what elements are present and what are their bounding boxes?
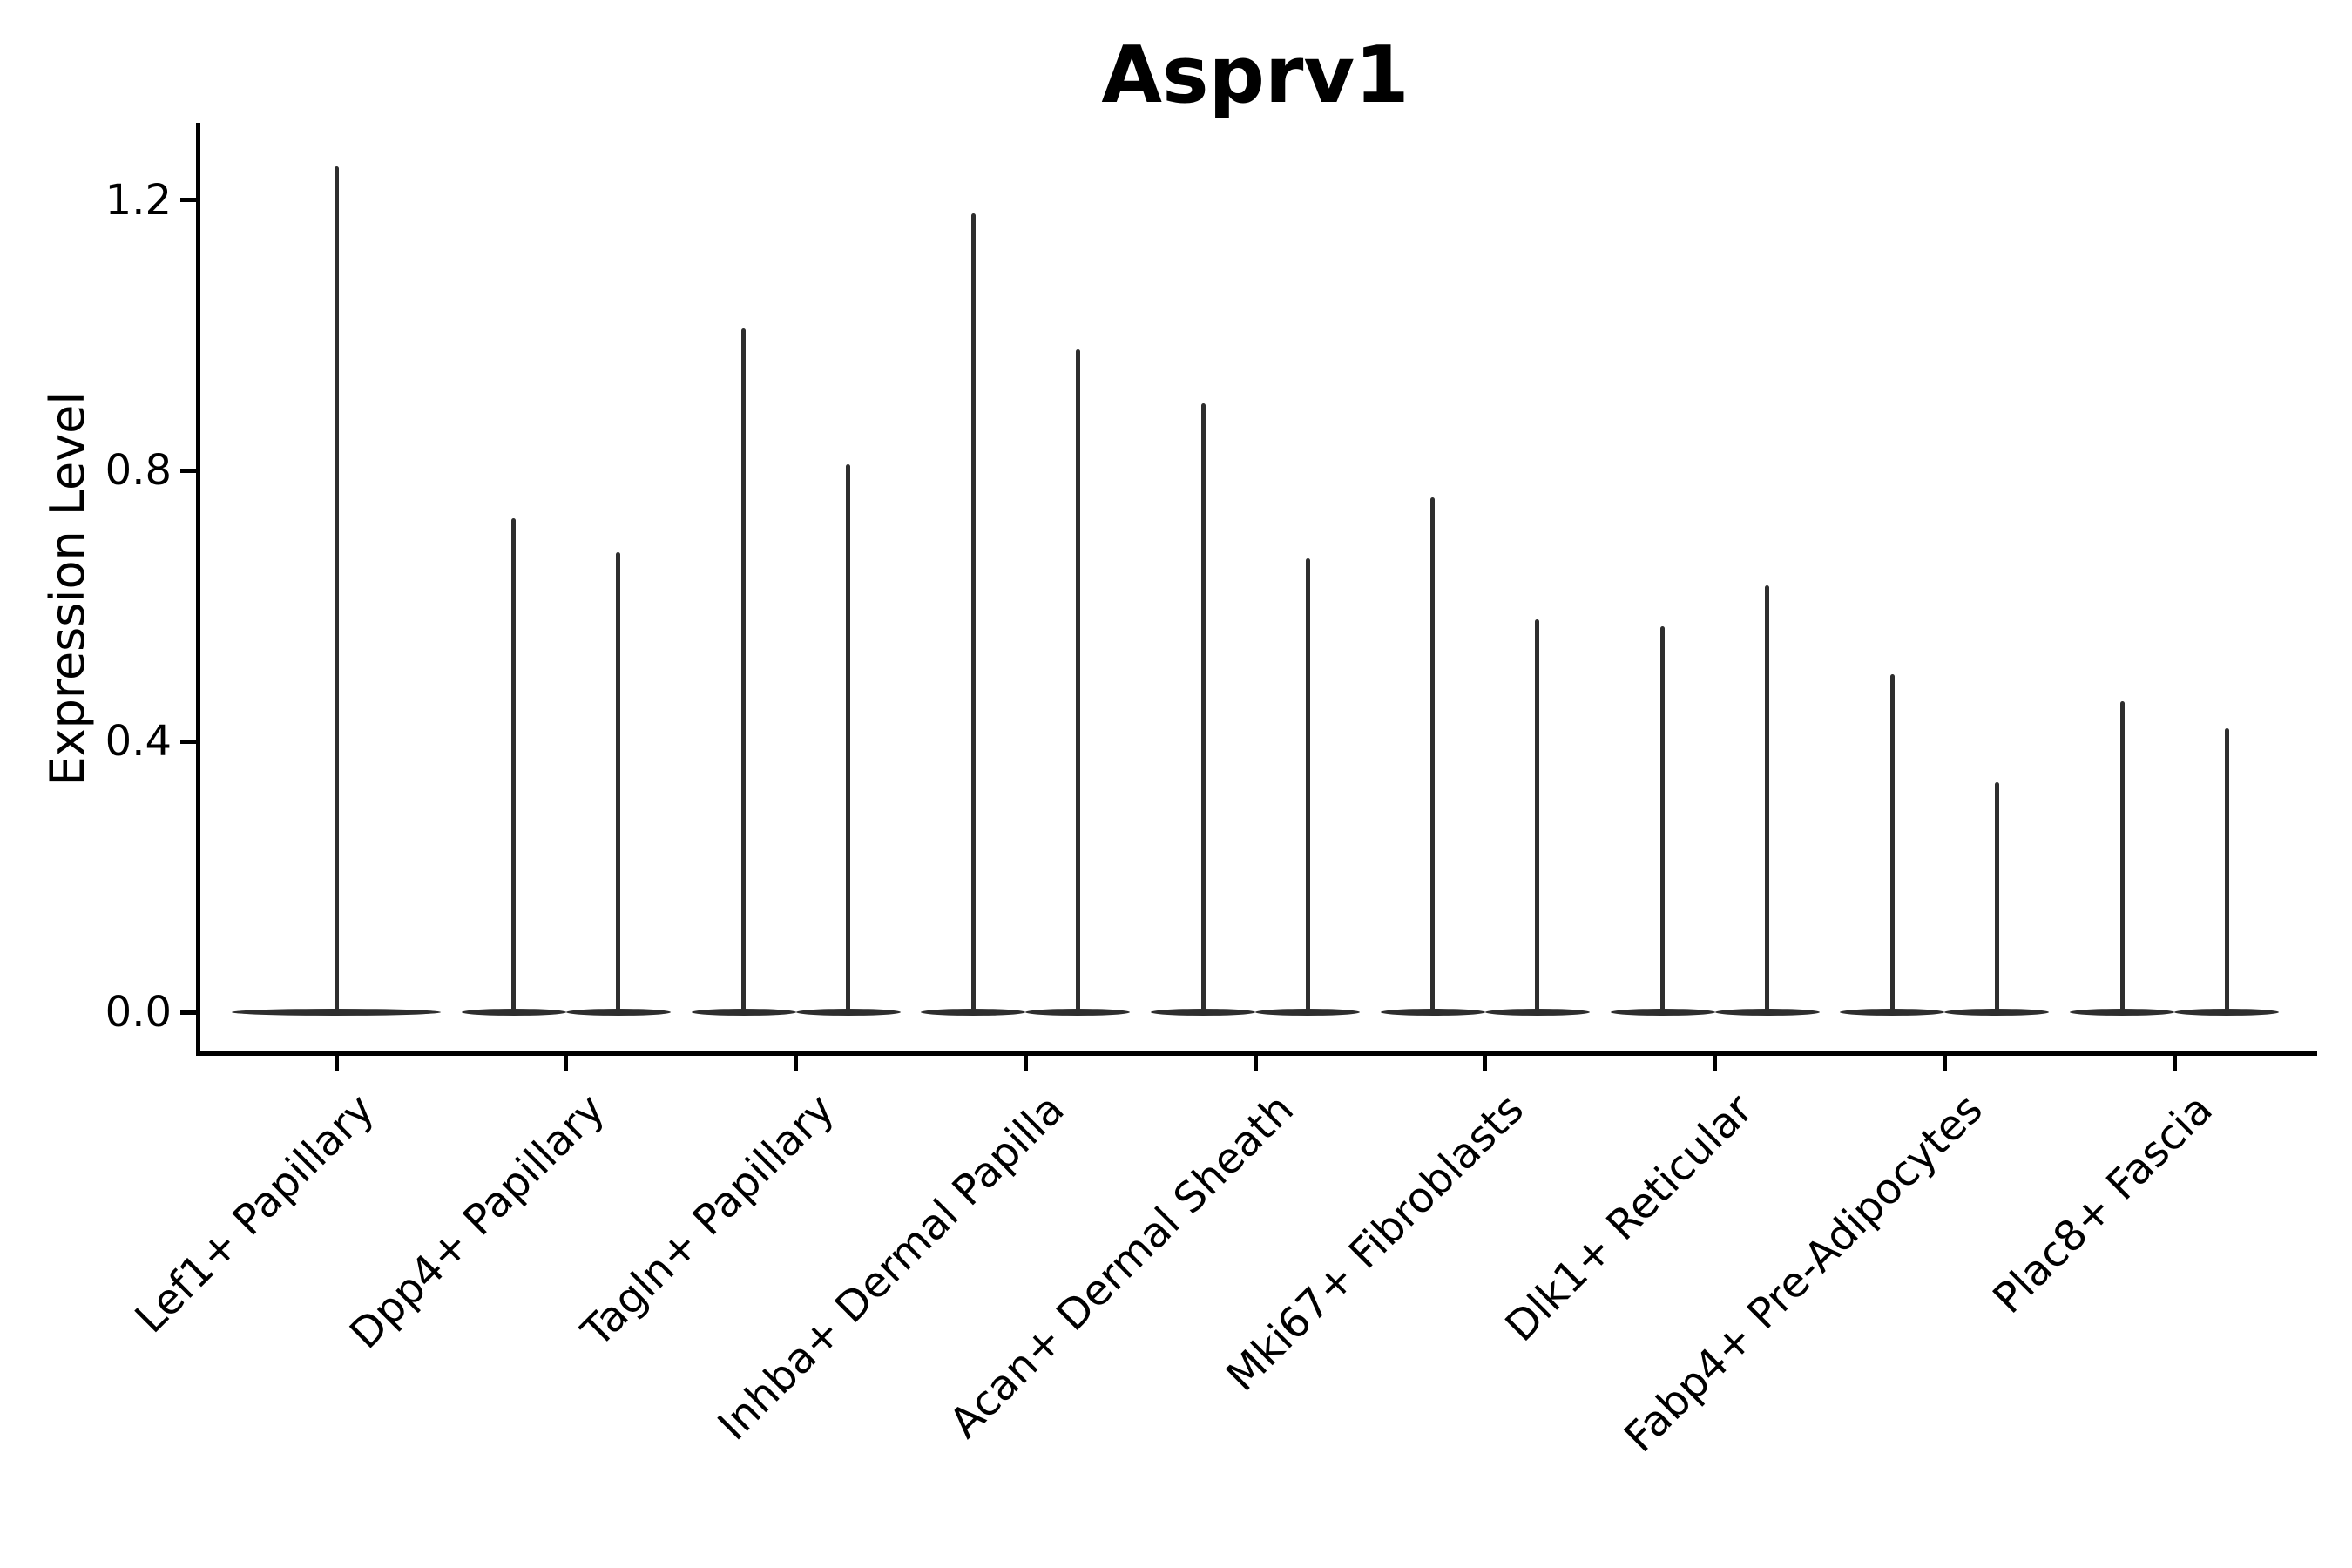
violin-base <box>1025 1009 1131 1016</box>
x-axis-spine <box>196 1051 2317 1056</box>
violin-base <box>1255 1009 1360 1016</box>
chart-title: Asprv1 <box>1101 30 1409 121</box>
x-tick <box>1253 1056 1258 1071</box>
violin-spike <box>616 551 621 1012</box>
x-axis-category-label: Dlk1+ Reticular <box>1496 1085 1763 1351</box>
violin-base <box>1380 1009 1485 1016</box>
violin-base <box>1840 1009 1945 1016</box>
y-tick <box>180 1010 196 1015</box>
violin-spike <box>1535 619 1540 1012</box>
y-axis-spine <box>196 123 200 1056</box>
violin-spike <box>1075 348 1080 1012</box>
violin-spike <box>1765 585 1769 1012</box>
y-tick <box>180 198 196 203</box>
violin-base <box>1151 1009 1255 1016</box>
violin-base <box>691 1009 796 1016</box>
x-axis-category-label: Lef1+ Papillary <box>125 1085 384 1343</box>
y-tick <box>180 468 196 473</box>
y-tick <box>180 739 196 744</box>
violin-spike <box>1305 558 1310 1012</box>
x-tick <box>1942 1056 1947 1071</box>
x-tick <box>564 1056 569 1071</box>
violin-base <box>1944 1009 2050 1016</box>
violin-spike <box>1994 781 1999 1012</box>
x-tick <box>794 1056 798 1071</box>
violin-spike <box>1430 497 1436 1012</box>
violin-base <box>1714 1009 1820 1016</box>
violin-spike <box>511 517 517 1012</box>
y-tick-label: 0.8 <box>105 446 172 496</box>
x-tick <box>2172 1056 2177 1071</box>
violin-base <box>461 1009 566 1016</box>
x-axis-category-label: Tagln+ Papillary <box>571 1085 844 1356</box>
x-axis-category-label: Plac8+ Fascia <box>1984 1085 2222 1323</box>
x-tick <box>1023 1056 1028 1071</box>
x-tick <box>1713 1056 1717 1071</box>
violin-base <box>2174 1009 2279 1016</box>
y-tick-label: 0.4 <box>105 717 172 767</box>
y-tick-label: 0.0 <box>105 988 172 1037</box>
violin-base <box>921 1009 1026 1016</box>
x-tick <box>334 1056 339 1071</box>
x-tick <box>1483 1056 1488 1071</box>
violin-base <box>795 1009 901 1016</box>
violin-base <box>232 1009 441 1016</box>
violin-spike <box>1889 673 1895 1012</box>
violin-spike <box>1660 626 1665 1012</box>
violin-spike <box>2224 727 2229 1012</box>
violin-base <box>2070 1009 2174 1016</box>
violin-base <box>1610 1009 1715 1016</box>
violin-spike <box>334 166 339 1012</box>
violin-spike <box>1200 402 1206 1012</box>
violin-spike <box>741 328 746 1012</box>
violin-spike <box>846 463 850 1012</box>
violin-base <box>1484 1009 1590 1016</box>
x-axis-category-label: Dpp4+ Papillary <box>340 1085 614 1359</box>
violin-base <box>565 1009 671 1016</box>
y-tick-label: 1.2 <box>105 175 172 225</box>
violin-spike <box>2119 700 2125 1012</box>
violin-spike <box>970 213 976 1012</box>
